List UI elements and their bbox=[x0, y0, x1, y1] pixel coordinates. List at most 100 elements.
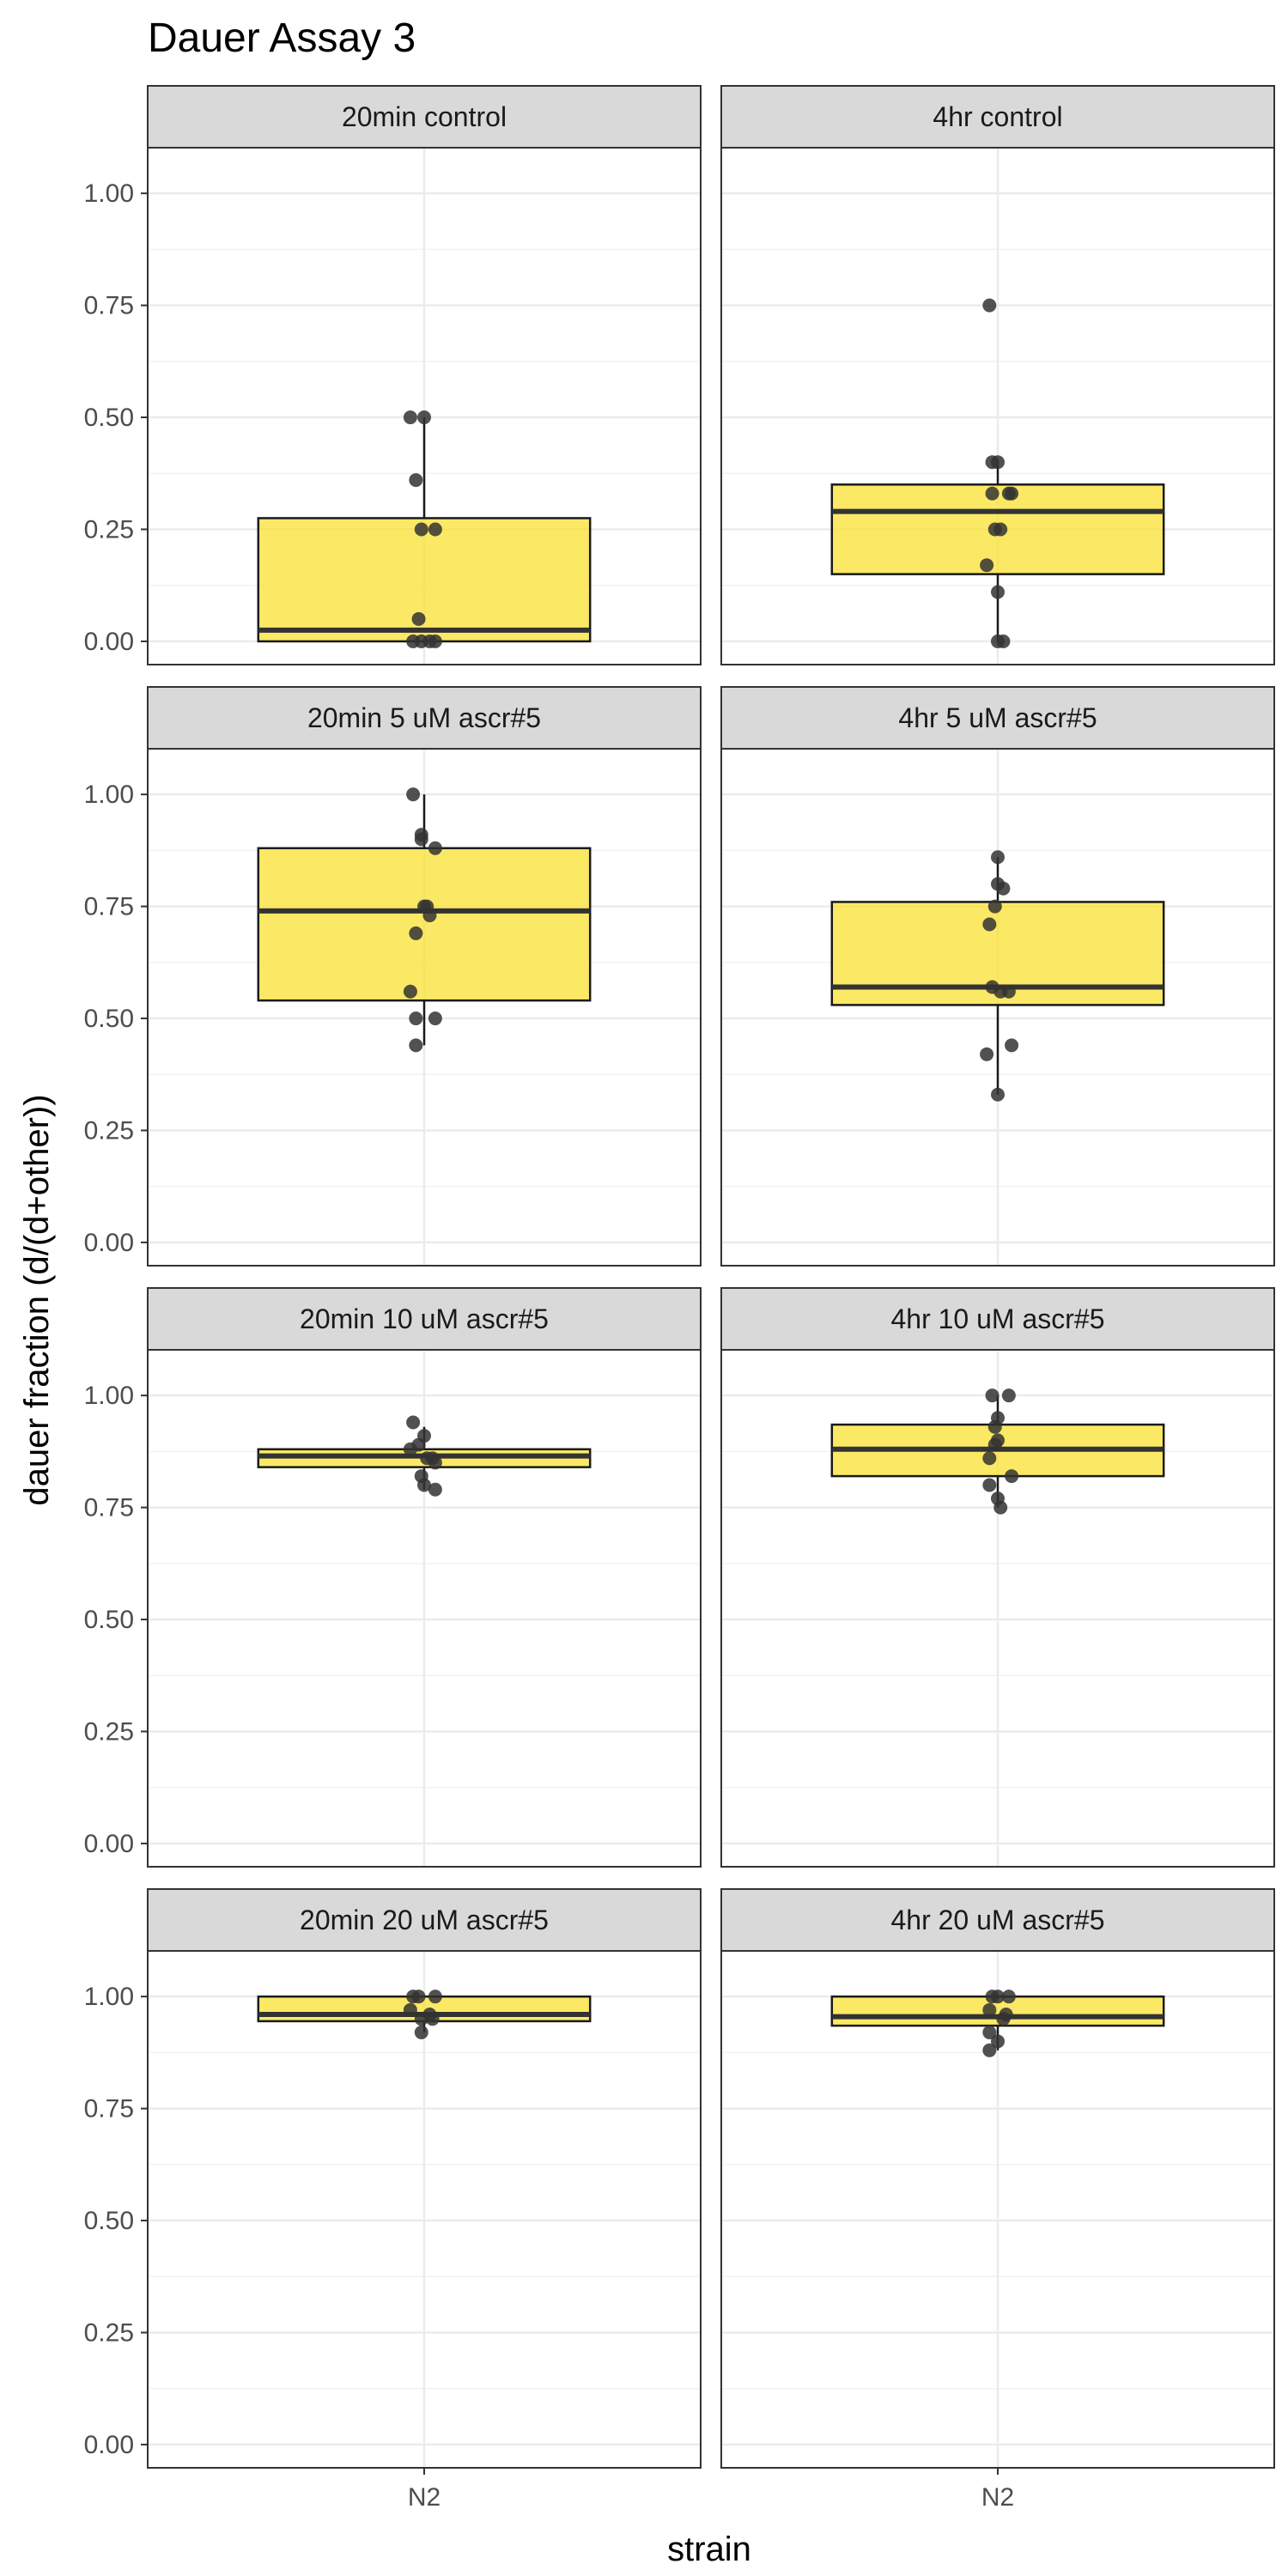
facet-strip bbox=[720, 1888, 1275, 1952]
y-tick-label: 1.00 bbox=[84, 781, 134, 809]
data-point bbox=[409, 1012, 423, 1026]
data-point bbox=[1005, 1469, 1019, 1484]
data-point bbox=[422, 908, 437, 923]
y-tick-label: 0.75 bbox=[84, 893, 134, 921]
data-point bbox=[993, 1500, 1008, 1515]
y-tick-label: 0.25 bbox=[84, 1116, 134, 1145]
y-tick-label: 1.00 bbox=[84, 1382, 134, 1410]
data-point bbox=[1001, 1990, 1016, 2004]
panel-border bbox=[147, 748, 702, 1267]
panel-border bbox=[720, 748, 1275, 1267]
data-point bbox=[1001, 984, 1016, 999]
panel-border bbox=[720, 1349, 1275, 1868]
data-point bbox=[406, 1415, 421, 1430]
facet-strip-label: 4hr 20 uM ascr#5 bbox=[890, 1905, 1104, 1935]
data-point bbox=[982, 1451, 997, 1466]
data-point bbox=[982, 298, 997, 313]
data-point bbox=[993, 522, 1008, 537]
data-point bbox=[403, 1442, 417, 1456]
data-point bbox=[411, 611, 426, 626]
data-point bbox=[982, 2043, 997, 2057]
facet-panel: 20min 5 uM ascr#5 0.00 0.25 0.50 0.75 1.00 bbox=[84, 686, 702, 1267]
y-tick-label: 1.00 bbox=[84, 1983, 134, 2011]
data-point bbox=[417, 410, 431, 425]
x-tick-label: N2 bbox=[981, 2483, 1014, 2512]
panel-border bbox=[720, 147, 1275, 665]
data-point bbox=[1005, 1038, 1019, 1053]
data-point bbox=[417, 1478, 431, 1492]
facet-strip bbox=[147, 686, 702, 750]
y-tick-label: 0.25 bbox=[84, 2318, 134, 2347]
chart-title: Dauer Assay 3 bbox=[148, 15, 416, 61]
data-point bbox=[991, 455, 1005, 470]
data-point bbox=[982, 2002, 997, 2017]
panel-border bbox=[147, 1349, 702, 1868]
data-point bbox=[414, 2025, 428, 2039]
facet-panel: 20min 20 uM ascr#5 0.00 0.25 0.50 0.75 1.00 N2 bbox=[84, 1888, 702, 2512]
y-tick-label: 0.75 bbox=[84, 1494, 134, 1522]
data-point bbox=[403, 984, 417, 999]
data-point bbox=[980, 558, 994, 573]
y-tick-label: 0.25 bbox=[84, 1717, 134, 1746]
data-point bbox=[406, 787, 421, 802]
box bbox=[257, 847, 592, 1002]
data-point bbox=[414, 2012, 428, 2026]
data-point bbox=[985, 1388, 999, 1403]
facet-strip bbox=[147, 85, 702, 149]
data-point bbox=[987, 1419, 1002, 1434]
data-point bbox=[996, 881, 1011, 896]
data-point bbox=[985, 486, 999, 501]
data-point bbox=[409, 1038, 423, 1053]
data-point bbox=[403, 2002, 417, 2017]
y-tick-label: 0.00 bbox=[84, 1229, 134, 1257]
data-point bbox=[991, 1990, 1005, 2004]
x-tick-label: N2 bbox=[408, 2483, 440, 2512]
y-tick-label: 0.50 bbox=[84, 1005, 134, 1033]
y-axis-title: dauer fraction (d/(d+other)) bbox=[18, 1094, 56, 1505]
facet-strip bbox=[147, 1287, 702, 1351]
data-point bbox=[428, 634, 442, 648]
data-point bbox=[996, 634, 1011, 648]
y-tick-label: 0.75 bbox=[84, 2095, 134, 2123]
data-point bbox=[982, 917, 997, 932]
facet-strip-label: 4hr 10 uM ascr#5 bbox=[890, 1303, 1104, 1334]
data-point bbox=[428, 1990, 442, 2004]
y-tick-label: 1.00 bbox=[84, 179, 134, 208]
facet-strip bbox=[720, 85, 1275, 149]
data-point bbox=[428, 522, 442, 537]
y-tick-label: 0.00 bbox=[84, 1830, 134, 1858]
y-tick-label: 0.00 bbox=[84, 2431, 134, 2459]
panel-border bbox=[147, 147, 702, 665]
data-point bbox=[991, 585, 1005, 599]
data-point bbox=[428, 1482, 442, 1497]
data-point bbox=[428, 841, 442, 855]
facet-strip-label: 4hr control bbox=[933, 101, 1062, 132]
x-axis-title: strain bbox=[667, 2530, 751, 2568]
data-point bbox=[409, 473, 423, 488]
y-tick-label: 0.25 bbox=[84, 515, 134, 544]
facet-panel: 4hr control bbox=[720, 85, 1275, 665]
y-tick-label: 0.00 bbox=[84, 628, 134, 656]
data-point bbox=[982, 1478, 997, 1492]
data-point bbox=[403, 410, 417, 425]
data-point bbox=[982, 2025, 997, 2039]
data-point bbox=[980, 1047, 994, 1061]
data-point bbox=[425, 2012, 440, 2026]
data-point bbox=[1005, 486, 1019, 501]
facet-strip-label: 20min 10 uM ascr#5 bbox=[300, 1303, 549, 1334]
facet-strip-label: 20min 5 uM ascr#5 bbox=[307, 702, 541, 733]
data-point bbox=[428, 1012, 442, 1026]
y-tick-label: 0.50 bbox=[84, 2207, 134, 2235]
data-point bbox=[991, 1087, 1005, 1102]
data-point bbox=[996, 2012, 1011, 2026]
facet-strip-label: 20min 20 uM ascr#5 bbox=[300, 1905, 549, 1935]
facet-panel: 4hr 5 uM ascr#5 bbox=[720, 686, 1275, 1267]
y-tick-label: 0.75 bbox=[84, 292, 134, 320]
data-point bbox=[987, 899, 1002, 914]
data-point bbox=[1001, 1388, 1016, 1403]
facet-panel: 20min control 0.00 0.25 0.50 0.75 1.00 bbox=[84, 85, 702, 665]
facet-panel: 4hr 10 uM ascr#5 bbox=[720, 1287, 1275, 1868]
data-point bbox=[411, 1990, 426, 2004]
facet-strip-label: 20min control bbox=[342, 101, 507, 132]
